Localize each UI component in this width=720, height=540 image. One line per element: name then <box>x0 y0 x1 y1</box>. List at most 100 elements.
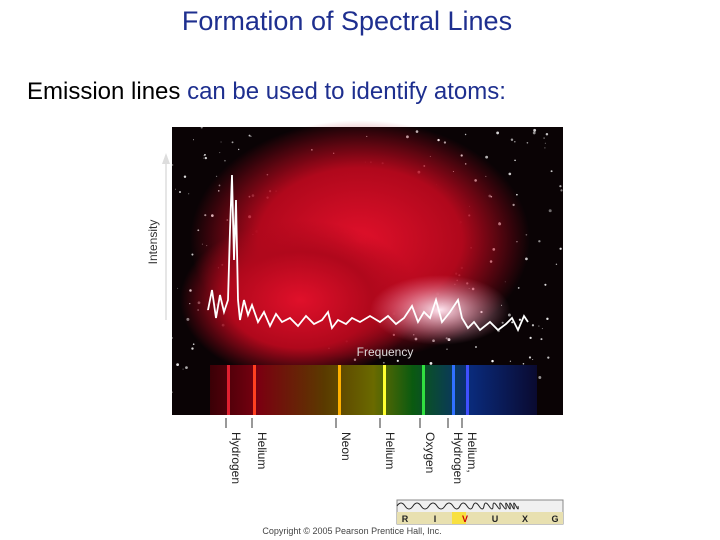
star <box>203 155 205 157</box>
star <box>518 318 522 321</box>
star <box>545 133 549 136</box>
band-bar <box>397 512 563 524</box>
star <box>508 172 512 176</box>
axis-arrow <box>162 153 170 164</box>
spectral-line <box>452 365 455 415</box>
star <box>464 133 467 136</box>
line-label: Helium, <box>465 432 479 473</box>
star <box>550 170 553 173</box>
spectral-line <box>338 365 341 415</box>
star <box>548 209 552 213</box>
star <box>510 138 514 142</box>
star <box>509 360 512 362</box>
star <box>382 361 385 364</box>
star <box>496 131 500 135</box>
star <box>559 185 562 188</box>
star <box>188 193 190 195</box>
visible-band <box>452 512 466 524</box>
line-labels: Hydrogen Helium Neon Helium Oxygen Hydrogen He… <box>225 418 479 484</box>
star <box>192 343 195 346</box>
star <box>544 142 546 144</box>
star <box>182 368 184 370</box>
star <box>514 159 516 162</box>
emission-spectrum <box>210 365 537 415</box>
star <box>176 363 180 367</box>
star <box>533 128 537 132</box>
star <box>429 361 433 365</box>
star <box>192 139 194 141</box>
star <box>175 188 176 190</box>
star <box>529 336 532 339</box>
wave <box>396 502 519 510</box>
star <box>511 321 514 324</box>
nebula-glow <box>370 275 510 345</box>
line-label: Hydrogen <box>229 432 243 484</box>
band-label: I <box>434 514 437 524</box>
star <box>485 155 489 159</box>
star <box>219 152 221 154</box>
spectral-lines <box>227 365 469 415</box>
star <box>538 376 542 379</box>
star <box>396 359 399 362</box>
star <box>522 362 525 365</box>
x-axis-label: Frequency <box>357 345 414 359</box>
star <box>532 131 536 135</box>
star <box>179 191 181 193</box>
band-label: X <box>522 514 528 524</box>
line-label: Neon <box>339 432 353 461</box>
star <box>250 135 252 137</box>
subtitle-text: can be used to identify atoms: <box>187 78 506 105</box>
star <box>204 153 206 156</box>
line-label: Oxygen <box>423 432 437 473</box>
nebula <box>180 220 420 380</box>
band-label: G <box>551 514 558 524</box>
star <box>546 317 549 321</box>
line-label: Hydrogen <box>451 432 465 484</box>
band-label: U <box>492 514 499 524</box>
spectral-line <box>422 365 425 415</box>
subtitle-emphasis: Emission lines <box>27 78 181 105</box>
spectrum-trace <box>207 174 529 333</box>
star <box>517 287 519 289</box>
star <box>220 141 222 143</box>
star <box>183 175 187 178</box>
star <box>231 141 234 144</box>
star <box>248 134 251 137</box>
y-axis-label: Intensity <box>146 220 160 265</box>
star <box>177 287 179 289</box>
star <box>191 347 194 350</box>
spectral-line <box>466 365 469 415</box>
star <box>171 337 173 339</box>
star <box>526 142 529 144</box>
credit: Copyright © 2005 Pearson Prentice Hall, … <box>262 526 441 536</box>
star <box>544 283 547 286</box>
spectral-line <box>227 365 230 415</box>
star <box>200 126 203 129</box>
band-label: R <box>402 514 409 524</box>
star <box>540 338 543 341</box>
star <box>560 189 563 192</box>
star <box>538 240 541 243</box>
star <box>547 356 550 359</box>
star <box>531 324 535 327</box>
star <box>202 157 204 159</box>
star <box>532 358 534 361</box>
star <box>514 141 516 143</box>
star <box>446 348 448 350</box>
subtitle: Emission lines can be used to identify a… <box>27 78 506 106</box>
star <box>528 356 532 359</box>
star <box>544 147 546 149</box>
spectral-line <box>383 365 386 415</box>
spectral-line <box>253 365 256 415</box>
star <box>543 137 545 139</box>
star <box>171 391 173 393</box>
line-label: Helium <box>255 432 269 469</box>
star <box>237 148 240 151</box>
star <box>224 159 226 162</box>
star <box>171 164 174 166</box>
star <box>204 156 208 160</box>
star <box>541 327 543 330</box>
